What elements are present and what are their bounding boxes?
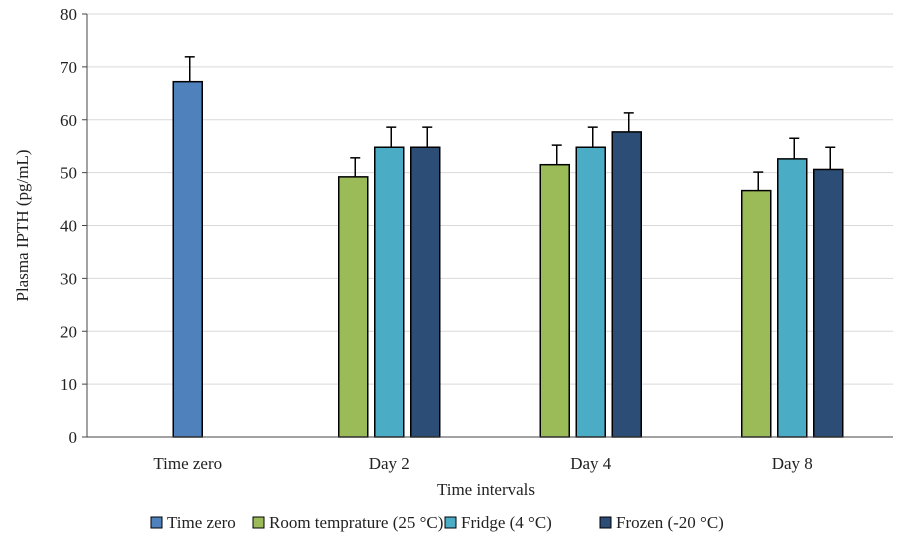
y-tick-label: 70 [60,58,77,77]
y-tick-label: 20 [60,322,77,341]
y-tick-label: 40 [60,217,77,236]
x-tick-label: Day 4 [570,454,612,473]
x-tick-label: Day 2 [369,454,410,473]
y-tick-label: 80 [60,5,77,24]
x-axis-title: Time intervals [437,480,535,499]
y-tick-label: 60 [60,111,77,130]
bar [374,146,405,438]
bar [611,131,642,438]
bar [741,189,772,438]
y-axis-title: Plasma IPTH (pg/mL) [13,149,32,301]
legend-swatch [252,516,265,529]
bars [172,56,844,438]
x-tick-label: Time zero [153,454,222,473]
legend-label: Frozen (-20 °C) [616,513,724,532]
bar [172,80,203,438]
x-tick-label: Day 8 [772,454,813,473]
axes: 0 10 20 30 40 50 60 70 80 Time zero Day 2 Day 4 Day … [60,5,893,473]
y-tick-label: 0 [69,428,78,447]
bar [410,146,441,438]
legend-label: Room temprature (25 °C) [269,513,443,532]
legend-swatch [150,516,163,529]
y-tick-label: 50 [60,164,77,183]
legend-label: Time zero [167,513,236,532]
legend-swatch [444,516,457,529]
bar [539,163,570,438]
legend-swatch [599,516,612,529]
gridlines [87,13,893,385]
legend: Time zero Room temprature (25 °C) Fridge (… [150,513,724,532]
y-tick-label: 30 [60,269,77,288]
bar [813,168,844,438]
legend-label: Fridge (4 °C) [461,513,552,532]
bar [575,146,606,438]
y-tick-label: 10 [60,375,77,394]
bar [777,158,808,438]
bar [338,176,369,438]
